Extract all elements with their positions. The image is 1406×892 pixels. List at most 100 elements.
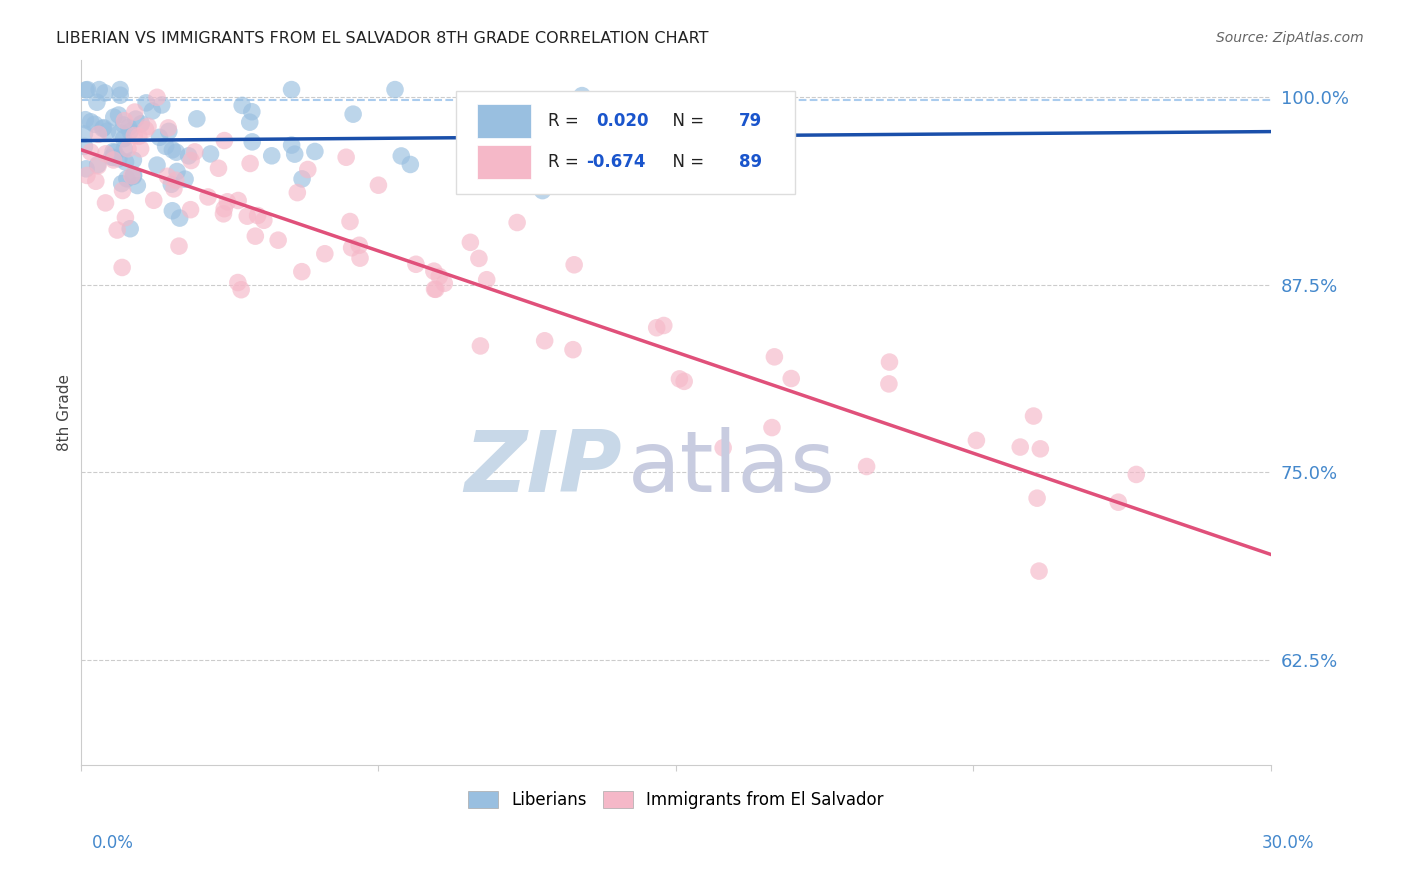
Point bbox=[165, 145, 187, 160]
Point bbox=[103, 151, 125, 165]
FancyBboxPatch shape bbox=[477, 104, 530, 138]
Point bbox=[118, 120, 141, 135]
Point bbox=[128, 129, 150, 144]
Point bbox=[226, 276, 249, 290]
Point bbox=[707, 155, 730, 169]
Point bbox=[107, 108, 129, 122]
Point bbox=[291, 172, 314, 186]
Point bbox=[111, 260, 134, 275]
Text: R =: R = bbox=[548, 112, 589, 130]
Point bbox=[148, 130, 170, 145]
Point bbox=[1022, 409, 1045, 423]
Point bbox=[280, 82, 302, 96]
Point bbox=[1107, 495, 1129, 509]
Point bbox=[1125, 467, 1147, 482]
Point bbox=[1028, 564, 1050, 578]
Point bbox=[89, 82, 111, 96]
Point bbox=[720, 154, 742, 169]
Point bbox=[169, 211, 191, 225]
Point bbox=[115, 171, 138, 186]
Point bbox=[112, 132, 135, 146]
Point bbox=[163, 182, 186, 196]
Point bbox=[714, 93, 737, 107]
Point bbox=[150, 98, 173, 112]
Point bbox=[405, 257, 427, 271]
Point bbox=[236, 209, 259, 223]
Point bbox=[112, 142, 135, 156]
Point bbox=[562, 258, 585, 272]
Point bbox=[86, 158, 108, 172]
Point bbox=[260, 149, 283, 163]
Point bbox=[186, 112, 208, 126]
Point bbox=[165, 173, 187, 187]
Point bbox=[73, 127, 96, 141]
Point bbox=[877, 376, 900, 391]
Point bbox=[166, 164, 188, 178]
Point bbox=[79, 145, 101, 159]
Point bbox=[114, 211, 136, 225]
Point bbox=[1029, 442, 1052, 456]
Point bbox=[240, 104, 263, 119]
Point bbox=[80, 115, 103, 129]
Point bbox=[212, 202, 235, 216]
Point bbox=[94, 195, 117, 210]
Point bbox=[427, 269, 450, 284]
Point bbox=[297, 162, 319, 177]
Point bbox=[114, 113, 136, 128]
Text: 89: 89 bbox=[740, 153, 762, 170]
Point bbox=[160, 178, 183, 192]
Point bbox=[423, 264, 446, 278]
Point bbox=[280, 138, 302, 153]
Text: 30.0%: 30.0% bbox=[1263, 834, 1315, 852]
Point bbox=[571, 88, 593, 103]
Point bbox=[87, 159, 110, 173]
Point bbox=[533, 334, 555, 348]
Point bbox=[122, 168, 145, 182]
Point bbox=[100, 150, 122, 164]
Point bbox=[184, 145, 207, 159]
Point bbox=[226, 194, 249, 208]
Point bbox=[122, 153, 145, 167]
Point bbox=[141, 103, 163, 118]
Text: -0.674: -0.674 bbox=[586, 153, 645, 170]
Point bbox=[562, 343, 585, 357]
Point bbox=[384, 82, 406, 96]
Point bbox=[122, 169, 145, 184]
Point bbox=[645, 320, 668, 334]
Point bbox=[340, 241, 363, 255]
Point bbox=[108, 126, 131, 140]
Point bbox=[761, 420, 783, 434]
Point bbox=[367, 178, 389, 193]
Point bbox=[349, 238, 371, 252]
Point bbox=[180, 153, 202, 168]
Point bbox=[217, 194, 239, 209]
Point bbox=[87, 128, 110, 142]
Point bbox=[75, 112, 97, 127]
Point bbox=[763, 350, 786, 364]
Point bbox=[855, 459, 877, 474]
Point bbox=[711, 441, 734, 455]
Point bbox=[94, 86, 117, 100]
Point bbox=[108, 82, 131, 96]
Point bbox=[342, 107, 364, 121]
Point bbox=[285, 186, 308, 200]
Point bbox=[246, 209, 269, 223]
Point bbox=[129, 117, 152, 131]
Point bbox=[135, 95, 157, 110]
Point bbox=[240, 135, 263, 149]
Point bbox=[1010, 440, 1032, 454]
Point bbox=[73, 139, 96, 153]
Text: 0.020: 0.020 bbox=[596, 112, 648, 130]
Point bbox=[673, 375, 696, 389]
Text: N =: N = bbox=[661, 112, 709, 130]
Point bbox=[91, 121, 114, 136]
Point bbox=[157, 120, 180, 135]
Point bbox=[470, 339, 492, 353]
Point bbox=[245, 229, 267, 244]
Point bbox=[135, 122, 157, 136]
Point bbox=[86, 95, 108, 110]
Point bbox=[162, 203, 184, 218]
Point bbox=[180, 202, 202, 217]
Point bbox=[531, 184, 554, 198]
Point bbox=[174, 172, 197, 186]
